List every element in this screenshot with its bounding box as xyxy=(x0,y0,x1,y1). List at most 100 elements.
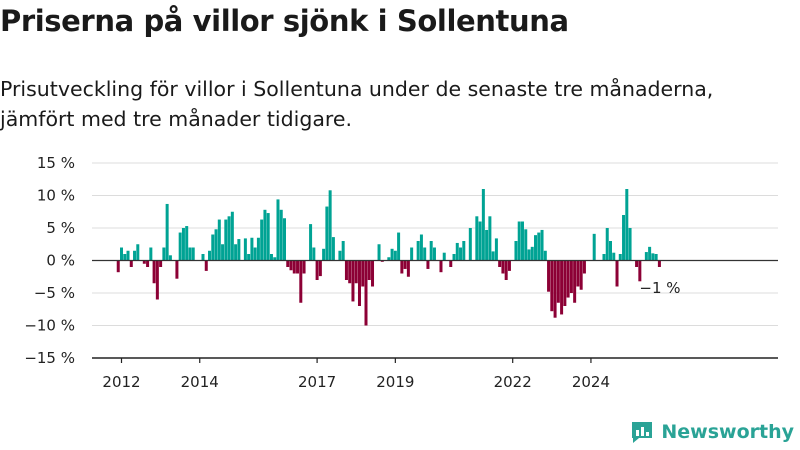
bar xyxy=(628,228,632,261)
bar xyxy=(400,260,404,274)
bar xyxy=(149,247,153,261)
bar xyxy=(273,257,277,261)
bar xyxy=(612,252,616,261)
brand-name: Newsworthy xyxy=(661,421,794,443)
bar xyxy=(534,235,538,261)
chart-title: Priserna på villor sjönk i Sollentuna xyxy=(0,4,569,38)
bar xyxy=(133,250,137,261)
bar xyxy=(181,228,185,261)
bar xyxy=(644,252,648,261)
bar xyxy=(322,248,326,261)
x-axis: 2012 2014 2017 2019 2022 2024 xyxy=(92,357,778,391)
y-tick-label: −10 % xyxy=(24,317,75,335)
y-tick-label: 5 % xyxy=(46,219,75,237)
bar xyxy=(377,244,381,261)
bar xyxy=(550,260,554,312)
bar xyxy=(602,254,606,261)
bar xyxy=(462,241,466,261)
bar xyxy=(592,233,596,261)
bar xyxy=(648,246,652,261)
bar xyxy=(517,221,521,261)
bar xyxy=(328,190,332,261)
bar xyxy=(537,232,541,261)
bar xyxy=(423,247,427,261)
bar xyxy=(393,250,397,261)
bar xyxy=(243,238,247,261)
bar xyxy=(609,241,612,261)
bar xyxy=(556,260,560,303)
end-value-label: −1 % xyxy=(639,279,680,297)
bar xyxy=(309,224,313,261)
bar xyxy=(348,260,352,284)
bar xyxy=(582,260,586,274)
bar xyxy=(416,241,420,261)
bar xyxy=(622,215,626,261)
bar xyxy=(530,246,534,261)
bar xyxy=(625,189,629,261)
bar xyxy=(299,260,303,303)
y-tick-label: −15 % xyxy=(24,349,75,367)
bar xyxy=(459,247,463,261)
bar xyxy=(217,219,221,261)
bar xyxy=(178,232,182,261)
bar xyxy=(175,260,179,279)
bar xyxy=(221,244,225,261)
bar xyxy=(419,234,423,261)
bar xyxy=(165,203,169,261)
bar xyxy=(657,260,661,267)
newsworthy-logo-icon xyxy=(632,422,653,443)
bar xyxy=(201,254,205,261)
bar xyxy=(540,229,544,261)
y-tick-label: 0 % xyxy=(46,252,75,270)
bar xyxy=(260,219,264,261)
x-tick-label: 2019 xyxy=(376,373,414,391)
y-axis: 15 % 10 % 5 % 0 % −5 % −10 % −15 % xyxy=(24,154,75,367)
bar xyxy=(318,260,322,277)
bar xyxy=(315,260,319,280)
bar xyxy=(501,260,505,274)
bar xyxy=(364,260,368,326)
bar xyxy=(188,247,192,261)
bar xyxy=(312,247,316,261)
bar xyxy=(361,260,365,287)
bar xyxy=(253,247,257,261)
bar xyxy=(367,260,371,280)
bar xyxy=(283,218,286,261)
bar xyxy=(397,232,401,261)
bar xyxy=(403,260,407,269)
bar xyxy=(204,260,208,271)
bar xyxy=(357,260,361,306)
bar xyxy=(214,229,218,261)
bar xyxy=(560,260,564,315)
bar xyxy=(129,260,133,267)
bar xyxy=(263,209,267,261)
brand-footer: Newsworthy xyxy=(629,419,794,445)
bar xyxy=(296,260,300,274)
bar xyxy=(162,247,166,261)
bar xyxy=(410,247,414,261)
bar xyxy=(553,260,557,318)
bar xyxy=(494,238,498,261)
bar xyxy=(638,260,642,282)
bar xyxy=(289,260,293,271)
bar xyxy=(563,260,567,306)
bar xyxy=(452,254,456,261)
bar xyxy=(390,248,394,261)
bar xyxy=(227,216,231,261)
bar xyxy=(247,254,251,261)
bar xyxy=(331,237,335,261)
bar xyxy=(491,251,495,261)
bar xyxy=(338,250,342,261)
bar xyxy=(230,211,234,261)
bar xyxy=(576,260,580,287)
y-tick-label: 10 % xyxy=(37,187,75,205)
bar xyxy=(234,244,238,261)
bar xyxy=(527,249,531,261)
bar xyxy=(142,260,146,264)
bar xyxy=(191,247,195,261)
bar xyxy=(116,260,120,273)
bar xyxy=(146,260,150,267)
bar xyxy=(579,260,583,290)
bar xyxy=(514,241,518,261)
